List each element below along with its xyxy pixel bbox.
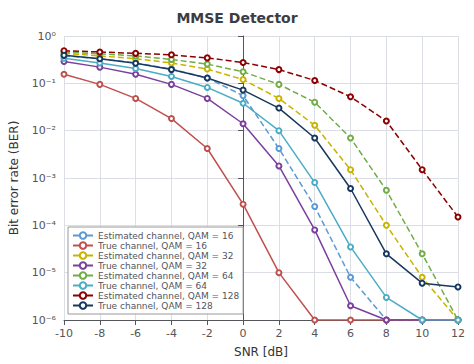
svg-text:12: 12 — [451, 327, 465, 340]
svg-text:4: 4 — [311, 327, 318, 340]
svg-text:0: 0 — [240, 327, 247, 340]
svg-text:2: 2 — [275, 327, 282, 340]
svg-text:10⁻⁵: 10⁻⁵ — [32, 266, 56, 279]
svg-text:10⁻⁶: 10⁻⁶ — [32, 314, 57, 327]
svg-text:MMSE Detector: MMSE Detector — [176, 10, 297, 26]
svg-text:Estimated channel, QAM = 16: Estimated channel, QAM = 16 — [98, 231, 234, 241]
svg-text:8: 8 — [383, 327, 390, 340]
svg-text:10⁻³: 10⁻³ — [32, 172, 56, 185]
svg-text:Bit error rate (BER): Bit error rate (BER) — [7, 121, 21, 236]
svg-text:-10: -10 — [55, 327, 73, 340]
svg-text:True channel, QAM = 16: True channel, QAM = 16 — [97, 241, 207, 251]
svg-text:SNR [dB]: SNR [dB] — [234, 345, 288, 359]
svg-text:10⁻¹: 10⁻¹ — [32, 77, 56, 90]
svg-text:6: 6 — [347, 327, 354, 340]
svg-text:10⁰: 10⁰ — [38, 30, 57, 43]
svg-text:Estimated channel, QAM = 128: Estimated channel, QAM = 128 — [98, 291, 239, 301]
svg-text:-2: -2 — [202, 327, 213, 340]
svg-text:10: 10 — [415, 327, 429, 340]
svg-text:10⁻²: 10⁻² — [32, 124, 56, 137]
svg-text:-8: -8 — [94, 327, 105, 340]
svg-text:Estimated channel, QAM = 64: Estimated channel, QAM = 64 — [98, 271, 234, 281]
svg-text:Estimated channel, QAM = 32: Estimated channel, QAM = 32 — [98, 251, 233, 261]
svg-text:True channel, QAM = 32: True channel, QAM = 32 — [97, 261, 207, 271]
svg-text:-4: -4 — [166, 327, 177, 340]
svg-text:True channel, QAM = 128: True channel, QAM = 128 — [97, 301, 213, 311]
svg-text:-6: -6 — [130, 327, 141, 340]
svg-text:10⁻⁴: 10⁻⁴ — [32, 219, 57, 232]
svg-text:True channel, QAM = 64: True channel, QAM = 64 — [97, 281, 207, 291]
